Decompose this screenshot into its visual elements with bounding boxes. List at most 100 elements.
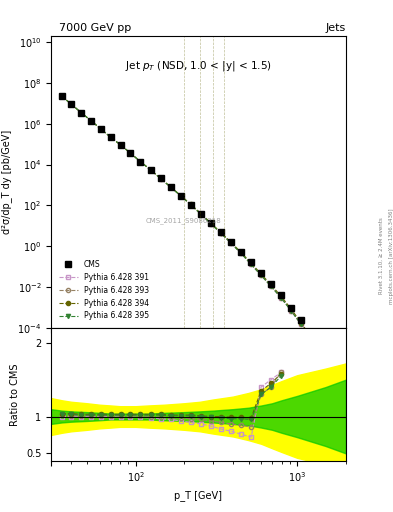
Pythia 6.428 394 [69, 101, 73, 108]
CMS [249, 259, 253, 265]
Pythia 6.428 395 [79, 110, 83, 116]
Pythia 6.428 393 [79, 110, 83, 116]
CMS [198, 210, 203, 217]
Pythia 6.428 393 [89, 118, 94, 124]
Pythia 6.428 394 [209, 220, 213, 226]
Y-axis label: Ratio to CMS: Ratio to CMS [11, 363, 20, 425]
Pythia 6.428 395 [309, 336, 314, 343]
Pythia 6.428 395 [148, 167, 153, 173]
Pythia 6.428 391 [229, 240, 233, 246]
CMS [309, 329, 314, 335]
Pythia 6.428 394 [99, 126, 103, 132]
Text: Jet $p_T$ (NSD, 1.0 < |y| < 1.5): Jet $p_T$ (NSD, 1.0 < |y| < 1.5) [125, 59, 272, 73]
Pythia 6.428 395 [279, 295, 283, 301]
Pythia 6.428 394 [219, 229, 224, 236]
Pythia 6.428 391 [138, 159, 143, 165]
Line: Pythia 6.428 395: Pythia 6.428 395 [60, 94, 323, 357]
Line: Pythia 6.428 391: Pythia 6.428 391 [60, 94, 323, 357]
CMS [279, 292, 283, 298]
Pythia 6.428 394 [289, 306, 294, 312]
X-axis label: p_T [GeV]: p_T [GeV] [174, 490, 222, 501]
Pythia 6.428 393 [219, 230, 224, 237]
Pythia 6.428 394 [60, 93, 64, 99]
Pythia 6.428 393 [259, 272, 263, 279]
Pythia 6.428 395 [158, 176, 163, 182]
Pythia 6.428 391 [128, 150, 133, 156]
CMS [60, 93, 64, 99]
CMS [168, 184, 173, 190]
Pythia 6.428 395 [118, 142, 123, 148]
CMS [148, 167, 153, 173]
Pythia 6.428 391 [259, 272, 263, 279]
Pythia 6.428 395 [69, 101, 73, 108]
Pythia 6.428 394 [189, 201, 193, 207]
Pythia 6.428 391 [168, 184, 173, 190]
Pythia 6.428 394 [179, 193, 184, 199]
Pythia 6.428 395 [249, 261, 253, 267]
CMS [209, 220, 213, 226]
Pythia 6.428 394 [158, 175, 163, 181]
Pythia 6.428 395 [209, 221, 213, 227]
Pythia 6.428 394 [239, 249, 244, 255]
Pythia 6.428 395 [179, 193, 184, 199]
CMS [269, 281, 274, 287]
Pythia 6.428 394 [79, 110, 83, 116]
CMS [339, 380, 343, 386]
CMS [289, 305, 294, 311]
Pythia 6.428 391 [279, 295, 283, 301]
Pythia 6.428 393 [99, 126, 103, 132]
Pythia 6.428 394 [148, 167, 153, 173]
CMS [128, 150, 133, 156]
Text: CMS_2011_S9086218: CMS_2011_S9086218 [146, 217, 222, 224]
Pythia 6.428 394 [299, 319, 303, 326]
Pythia 6.428 393 [279, 295, 283, 301]
Pythia 6.428 391 [319, 352, 323, 358]
Pythia 6.428 391 [269, 283, 274, 289]
Pythia 6.428 394 [279, 293, 283, 300]
Text: Jets: Jets [325, 23, 346, 33]
Pythia 6.428 395 [219, 230, 224, 237]
Pythia 6.428 391 [198, 211, 203, 217]
CMS [89, 118, 94, 124]
Line: Pythia 6.428 393: Pythia 6.428 393 [60, 94, 323, 357]
CMS [229, 239, 233, 245]
Pythia 6.428 395 [168, 184, 173, 190]
Pythia 6.428 393 [189, 202, 193, 208]
CMS [118, 142, 123, 148]
Pythia 6.428 391 [289, 308, 294, 314]
Pythia 6.428 395 [128, 150, 133, 156]
Pythia 6.428 391 [239, 250, 244, 257]
Y-axis label: d²σ/dp_T dy [pb/GeV]: d²σ/dp_T dy [pb/GeV] [1, 130, 12, 234]
Pythia 6.428 393 [239, 250, 244, 257]
Pythia 6.428 394 [118, 142, 123, 148]
Pythia 6.428 393 [249, 261, 253, 267]
Pythia 6.428 395 [189, 202, 193, 208]
Pythia 6.428 393 [60, 93, 64, 99]
Pythia 6.428 394 [229, 239, 233, 245]
Pythia 6.428 391 [89, 118, 94, 124]
Pythia 6.428 393 [128, 150, 133, 156]
Pythia 6.428 394 [108, 134, 113, 140]
Pythia 6.428 391 [118, 142, 123, 148]
Pythia 6.428 393 [138, 159, 143, 165]
Pythia 6.428 391 [99, 126, 103, 132]
Pythia 6.428 393 [209, 221, 213, 227]
Pythia 6.428 394 [319, 350, 323, 356]
Pythia 6.428 391 [148, 167, 153, 173]
Pythia 6.428 395 [299, 322, 303, 328]
Pythia 6.428 393 [148, 167, 153, 173]
Line: Pythia 6.428 394: Pythia 6.428 394 [60, 94, 323, 355]
Line: CMS: CMS [59, 94, 344, 386]
CMS [239, 248, 244, 254]
Pythia 6.428 395 [259, 272, 263, 279]
Pythia 6.428 395 [319, 352, 323, 358]
Pythia 6.428 391 [179, 193, 184, 199]
Pythia 6.428 393 [299, 322, 303, 328]
Pythia 6.428 391 [219, 230, 224, 237]
Pythia 6.428 391 [108, 134, 113, 140]
Pythia 6.428 394 [89, 118, 94, 124]
Pythia 6.428 393 [158, 176, 163, 182]
CMS [108, 134, 113, 140]
CMS [138, 159, 143, 165]
Pythia 6.428 395 [239, 250, 244, 257]
